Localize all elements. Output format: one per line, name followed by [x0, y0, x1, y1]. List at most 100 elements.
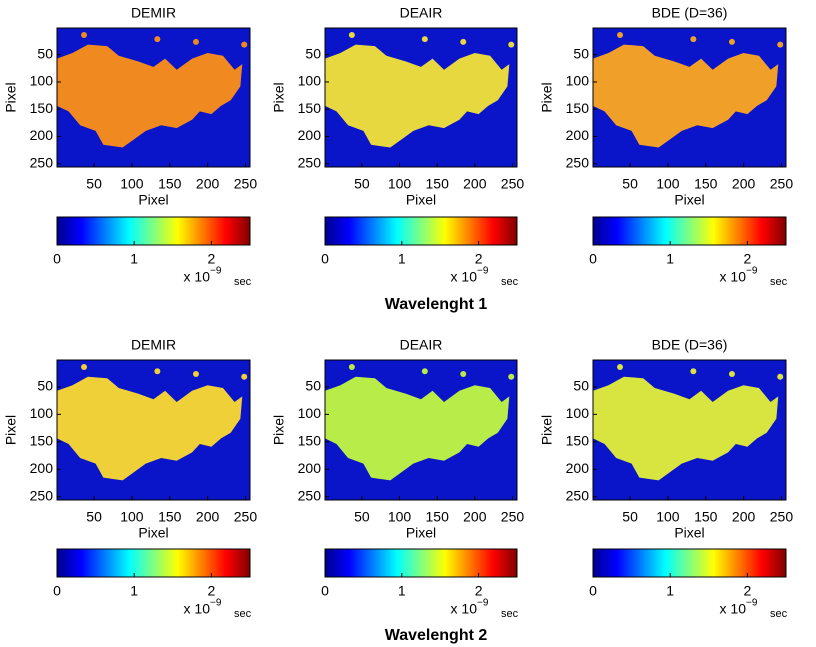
heatmap-spot — [690, 36, 697, 43]
colorbar-tick-label: 0 — [589, 583, 597, 599]
x-tick-label: 100 — [120, 509, 144, 525]
heatmap-spot — [617, 364, 624, 370]
y-tick-label: 250 — [30, 487, 54, 503]
colorbar-tick-label: 1 — [398, 251, 406, 267]
colorbar-tick-label: 0 — [53, 251, 61, 267]
y-tick-label: 50 — [305, 45, 321, 61]
colorbar-tick-label: 1 — [130, 251, 138, 267]
heatmap-region — [325, 44, 510, 148]
y-tick-label: 250 — [566, 487, 590, 503]
heatmap-spot — [421, 36, 428, 43]
heatmap-spot — [460, 38, 467, 45]
chart-title: DEAIR — [400, 337, 443, 353]
x-tick-label: 50 — [622, 509, 638, 525]
y-tick-label: 100 — [566, 405, 590, 421]
colorbar-unit: sec — [770, 608, 788, 620]
x-axis-label: Pixel — [138, 525, 168, 541]
colorbar-unit-exponent: −9 — [746, 598, 758, 609]
heatmap-spot — [348, 364, 355, 370]
colorbar-unit-exponent: −9 — [210, 598, 222, 609]
x-tick-label: 100 — [656, 176, 680, 192]
x-axis-label: Pixel — [406, 192, 436, 208]
x-tick-label: 150 — [158, 176, 182, 192]
x-tick-label: 150 — [158, 509, 182, 525]
axes-frame — [56, 359, 251, 501]
colorbar-tick-label: 2 — [744, 251, 752, 267]
chart-title: DEMIR — [131, 5, 176, 21]
colorbar-unit-exponent: −9 — [477, 266, 489, 277]
x-tick-label: 100 — [120, 176, 144, 192]
y-tick-label: 100 — [30, 405, 54, 421]
section-label: Wavelenght 2 — [385, 627, 488, 644]
heatmap-spot — [192, 38, 199, 45]
colorbar-tick-label: 2 — [475, 251, 483, 267]
colorbar-tick-label: 1 — [130, 583, 138, 599]
colorbar-tick-label: 1 — [666, 583, 674, 599]
x-tick-label: 100 — [388, 509, 412, 525]
y-tick-label: 50 — [37, 45, 53, 61]
heatmap-spot — [192, 371, 199, 377]
x-tick-label: 150 — [426, 176, 450, 192]
colorbar-unit-exponent: −9 — [477, 598, 489, 609]
x-tick-label: 200 — [732, 176, 756, 192]
x-tick-label: 250 — [501, 509, 525, 525]
axes-frame — [592, 359, 787, 501]
heatmap-spot — [154, 368, 161, 375]
x-tick-label: 150 — [694, 176, 718, 192]
heatmap-region — [593, 376, 779, 481]
x-tick-label: 50 — [354, 509, 370, 525]
y-axis-label: Pixel — [271, 82, 287, 112]
x-tick-label: 250 — [234, 509, 258, 525]
heatmap-spot — [728, 38, 735, 45]
heatmap-spot — [777, 373, 784, 380]
heatmap-spot — [348, 31, 355, 38]
heatmap-region — [57, 44, 243, 148]
colorbar-unit-base: x 10 — [720, 269, 747, 285]
colorbar — [324, 216, 518, 246]
x-tick-label: 250 — [770, 176, 794, 192]
axes-frame — [56, 27, 251, 168]
y-tick-label: 150 — [566, 433, 590, 449]
y-axis-label: Pixel — [271, 415, 287, 445]
y-tick-label: 200 — [298, 460, 322, 476]
y-tick-label: 50 — [573, 45, 589, 61]
section-label: Wavelenght 1 — [385, 296, 488, 313]
axes-frame — [324, 27, 518, 168]
colorbar-unit-base: x 10 — [184, 269, 211, 285]
y-tick-label: 150 — [30, 433, 54, 449]
heatmap-spot — [728, 371, 735, 377]
colorbar — [592, 216, 787, 246]
heatmap-spot — [617, 31, 624, 38]
y-axis-label: Pixel — [3, 415, 19, 445]
heatmap-region — [57, 376, 243, 481]
colorbar-unit: sec — [501, 276, 519, 288]
y-axis-label: Pixel — [539, 82, 555, 112]
colorbar-unit-exponent: −9 — [210, 266, 222, 277]
heatmap-spot — [508, 41, 515, 48]
chart-title: BDE (D=36) — [652, 337, 728, 353]
heatmap-spot — [421, 368, 428, 375]
colorbar-tick-label: 0 — [589, 251, 597, 267]
x-tick-label: 150 — [426, 509, 450, 525]
colorbar-unit-exponent: −9 — [746, 266, 758, 277]
x-axis-label: Pixel — [138, 192, 168, 208]
colorbar-unit-base: x 10 — [184, 601, 211, 617]
heatmap-spot — [241, 41, 248, 48]
x-axis-label: Pixel — [406, 525, 436, 541]
x-tick-label: 200 — [196, 176, 220, 192]
y-tick-label: 200 — [566, 127, 590, 143]
y-tick-label: 250 — [566, 154, 590, 170]
colorbar — [56, 548, 251, 578]
y-tick-label: 150 — [298, 100, 322, 116]
colorbar-unit: sec — [234, 276, 252, 288]
heatmap-spot — [81, 364, 88, 370]
heatmap-spot — [690, 368, 697, 375]
y-tick-label: 50 — [305, 378, 321, 394]
x-tick-label: 250 — [234, 176, 258, 192]
x-tick-label: 250 — [770, 509, 794, 525]
y-tick-label: 100 — [298, 73, 322, 89]
heatmap-spot — [460, 371, 467, 377]
chart-title: BDE (D=36) — [652, 5, 728, 21]
colorbar-tick-label: 0 — [53, 583, 61, 599]
